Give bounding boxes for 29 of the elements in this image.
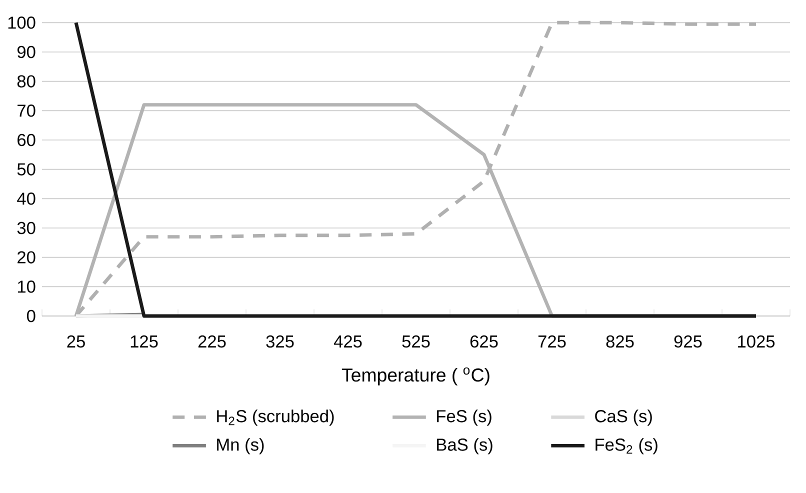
legend-label: FeS (s): [437, 410, 492, 426]
x-tick-label: 125: [130, 335, 158, 348]
y-tick-label: 30: [17, 222, 36, 234]
x-axis-title: Temperature ( $^{o}$C): [342, 367, 490, 386]
y-tick-label: 0: [26, 310, 36, 322]
legend-label: Mn (s): [217, 438, 264, 454]
x-tick-label: 25: [67, 335, 85, 348]
y-tick-label: 100: [8, 16, 36, 29]
legend-label: FeS$_{2}$ (s): [596, 438, 658, 454]
x-tick-label: 925: [674, 335, 702, 348]
x-tick-label: 225: [198, 335, 226, 348]
y-tick-label: 40: [17, 192, 36, 205]
y-tick-label: 10: [18, 280, 36, 293]
y-tick-label: 80: [17, 75, 36, 88]
x-tick-label: 325: [266, 335, 294, 348]
x-tick-label: 425: [334, 335, 362, 348]
x-tick-label: 825: [606, 335, 634, 348]
x-tick-label: 625: [470, 335, 498, 348]
y-tick-label: 20: [18, 251, 36, 264]
y-tick-label: 70: [18, 104, 36, 117]
x-tick-label: 525: [402, 335, 430, 348]
y-tick-label: 60: [18, 134, 36, 146]
legend-label: CaS (s): [595, 410, 652, 426]
y-tick-label: 50: [17, 163, 36, 176]
x-tick-label: 725: [538, 335, 566, 348]
legend-label: BaS (s): [437, 438, 492, 454]
y-tick-label: 90: [17, 46, 36, 58]
legend-label: H$_{2}$S (scrubbed): [217, 410, 334, 426]
x-tick-label: 1025: [738, 335, 775, 348]
